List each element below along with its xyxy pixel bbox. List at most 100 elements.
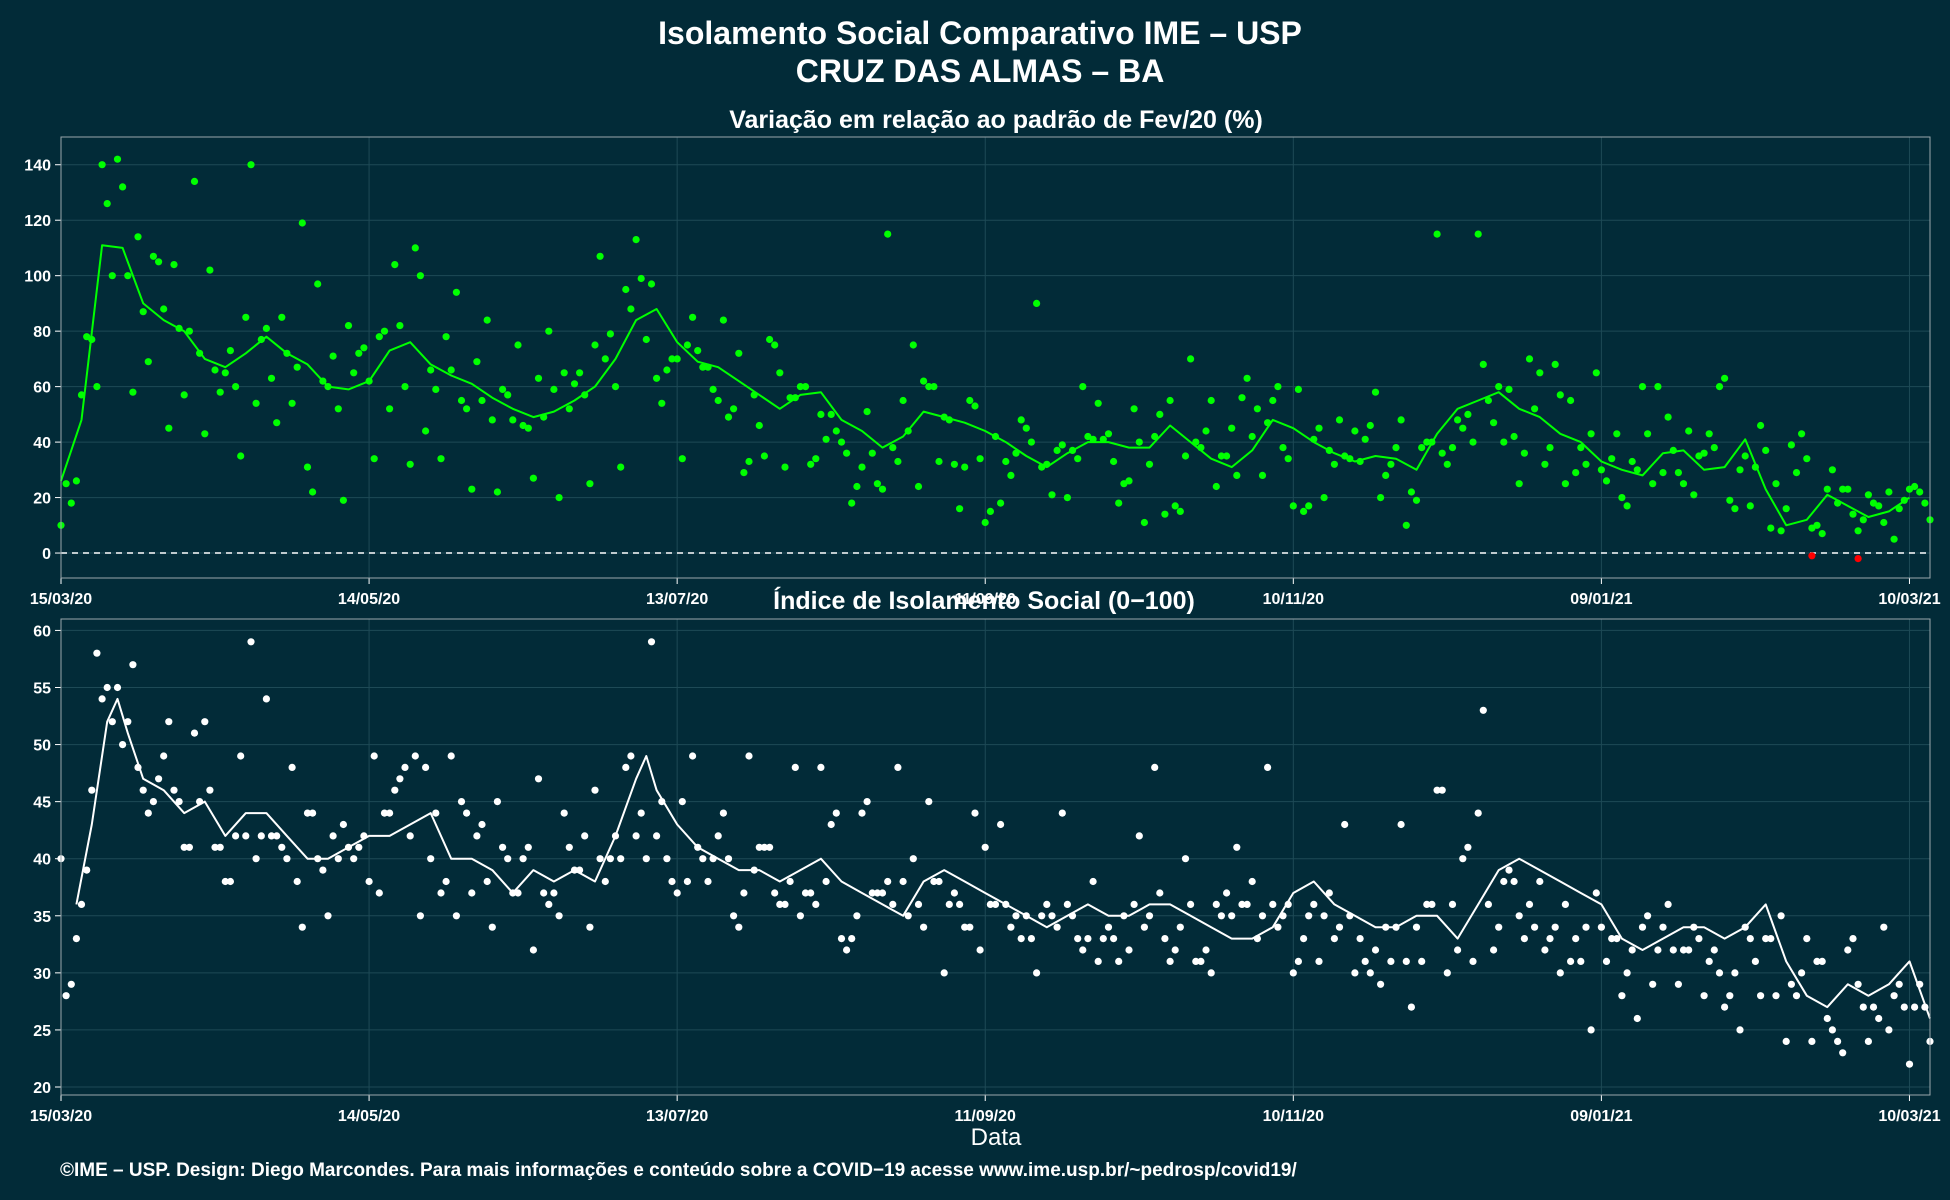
variation-data-point xyxy=(144,358,152,366)
index-data-point xyxy=(1669,946,1677,954)
variation-data-point xyxy=(119,183,127,191)
variation-data-point xyxy=(755,421,763,430)
index-ytick-label: 55 xyxy=(33,680,51,697)
index-data-point xyxy=(1515,912,1523,920)
index-data-point xyxy=(1644,912,1652,920)
variation-data-point xyxy=(303,463,312,471)
index-data-point xyxy=(1099,935,1107,943)
index-data-point xyxy=(653,832,661,840)
index-data-point xyxy=(350,855,358,863)
index-data-point xyxy=(288,763,296,772)
variation-data-point xyxy=(124,272,132,280)
footer-credit: ©IME – USP. Design: Diego Marcondes. Par… xyxy=(60,1160,1297,1181)
index-data-point xyxy=(1900,1003,1908,1011)
index-data-point xyxy=(791,763,799,772)
variation-data-point xyxy=(452,288,460,296)
variation-data-point xyxy=(997,499,1005,507)
variation-data-point xyxy=(714,396,722,405)
variation-data-point xyxy=(1320,494,1328,502)
index-data-point xyxy=(991,900,1000,909)
index-data-point xyxy=(1325,889,1333,897)
index-data-point xyxy=(1053,923,1061,931)
index-data-point xyxy=(447,752,455,760)
variation-data-point xyxy=(1402,521,1410,529)
index-data-point xyxy=(1582,923,1590,931)
index-data-point xyxy=(221,877,229,886)
index-data-point xyxy=(884,877,892,886)
index-data-point xyxy=(1638,923,1647,931)
variation-data-point xyxy=(884,230,892,238)
variation-data-point xyxy=(1654,383,1662,391)
variation-data-point xyxy=(1587,430,1595,438)
index-data-point xyxy=(119,741,127,749)
variation-data-point xyxy=(468,485,476,493)
variation-data-point xyxy=(1618,494,1626,502)
variation-data-point xyxy=(93,383,101,391)
index-data-point xyxy=(1859,1003,1867,1011)
variation-data-point xyxy=(165,424,173,432)
variation-data-point xyxy=(1228,424,1236,432)
variation-data-point xyxy=(247,161,255,169)
index-data-point xyxy=(719,809,728,817)
panel1-title: Variação em relação ao padrão de Fev/20 … xyxy=(729,106,1263,134)
variation-data-point xyxy=(432,385,440,393)
index-data-point xyxy=(524,843,532,851)
variation-data-point xyxy=(1551,360,1559,368)
index-data-point xyxy=(1849,935,1857,943)
variation-data-point xyxy=(1474,230,1482,238)
variation-data-point xyxy=(1305,502,1313,510)
index-data-point xyxy=(329,832,337,840)
index-data-point xyxy=(278,843,286,851)
variation-data-point xyxy=(1233,471,1241,479)
index-data-point xyxy=(1125,946,1133,954)
variation-data-point xyxy=(899,396,907,405)
index-data-point xyxy=(483,877,491,886)
variation-data-point xyxy=(796,383,805,391)
index-data-point xyxy=(858,809,866,817)
variation-data-point xyxy=(1382,471,1390,479)
x-axis-label: Data xyxy=(971,1124,1022,1151)
index-data-point xyxy=(83,866,91,874)
variation-data-point xyxy=(129,388,137,396)
index-xtick-label: 10/11/20 xyxy=(1263,1108,1325,1125)
index-data-point xyxy=(1217,912,1225,920)
index-data-point xyxy=(1674,980,1682,988)
index-data-point xyxy=(935,877,943,886)
index-data-point xyxy=(981,843,989,851)
variation-xtick-label: 15/03/20 xyxy=(30,591,92,608)
variation-data-point xyxy=(1582,460,1590,468)
variation-data-point xyxy=(935,457,943,466)
index-data-point xyxy=(1767,935,1775,943)
index-data-point xyxy=(1520,935,1528,943)
index-data-point xyxy=(581,832,589,840)
index-ytick-label: 35 xyxy=(33,909,51,926)
variation-data-point xyxy=(1546,444,1554,452)
variation-data-point xyxy=(1181,452,1190,460)
index-data-point xyxy=(406,832,414,840)
index-data-point xyxy=(108,718,116,726)
variation-xtick-label: 13/07/20 xyxy=(646,591,708,608)
variation-data-point xyxy=(499,385,507,393)
variation-data-point xyxy=(1438,449,1446,457)
variation-data-point xyxy=(370,455,378,463)
variation-data-point xyxy=(1151,432,1159,441)
index-data-point xyxy=(1525,900,1534,909)
index-data-point xyxy=(139,786,147,794)
index-data-point xyxy=(1033,969,1041,977)
index-data-point xyxy=(796,912,805,920)
index-data-point xyxy=(1484,900,1492,909)
variation-data-point xyxy=(534,374,543,382)
index-ytick-label: 30 xyxy=(33,966,51,983)
index-data-point xyxy=(899,877,907,886)
index-data-point xyxy=(904,912,912,920)
variation-data-point xyxy=(1048,491,1056,499)
variation-data-point xyxy=(817,410,825,418)
variation-data-point xyxy=(740,469,748,477)
index-data-point xyxy=(257,832,265,840)
variation-data-point xyxy=(401,383,409,391)
variation-data-point xyxy=(760,452,769,460)
index-data-point xyxy=(1366,969,1374,977)
variation-data-point xyxy=(812,455,820,463)
variation-data-point xyxy=(832,427,840,435)
